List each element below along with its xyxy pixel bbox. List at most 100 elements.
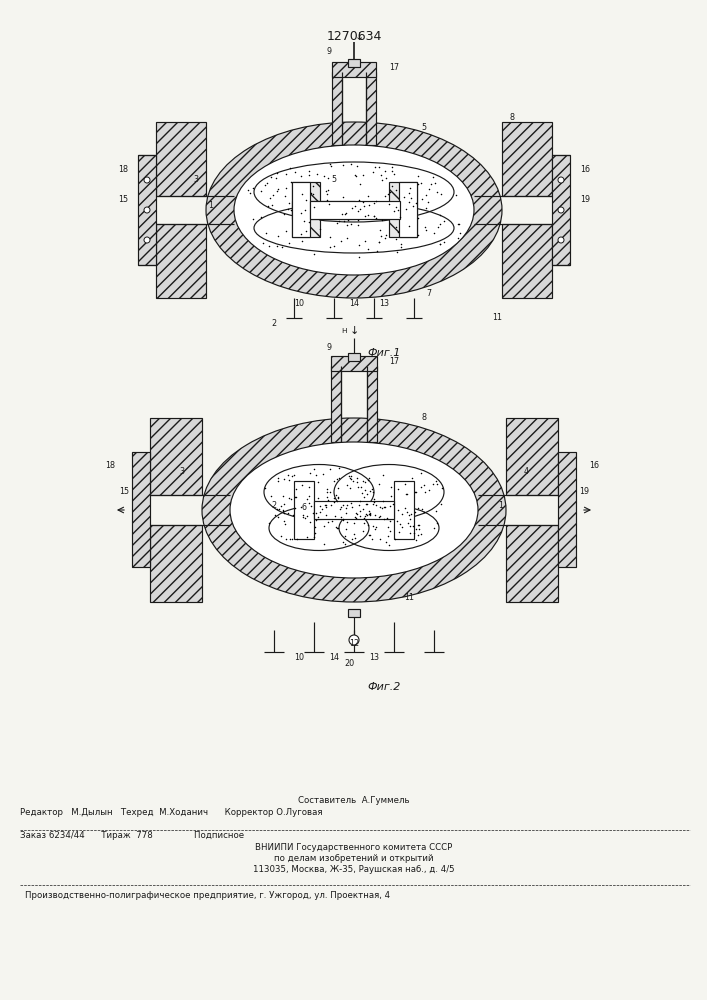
Polygon shape bbox=[150, 525, 202, 602]
Point bbox=[374, 499, 385, 515]
Text: 9: 9 bbox=[327, 47, 332, 56]
Point bbox=[284, 531, 296, 547]
Point bbox=[405, 190, 416, 206]
Bar bbox=[292, 182, 310, 237]
Point bbox=[434, 207, 445, 223]
Text: 3: 3 bbox=[180, 468, 185, 477]
Point bbox=[351, 510, 362, 526]
Point bbox=[389, 166, 400, 182]
Point bbox=[304, 465, 315, 481]
Point bbox=[452, 216, 464, 232]
Point bbox=[247, 211, 259, 227]
Point bbox=[378, 511, 390, 527]
Point bbox=[304, 514, 315, 530]
Point bbox=[362, 188, 373, 204]
Point bbox=[375, 531, 386, 547]
Text: по делам изобретений и открытий: по делам изобретений и открытий bbox=[274, 854, 434, 863]
Point bbox=[453, 216, 464, 232]
Point bbox=[363, 503, 374, 519]
Point bbox=[352, 479, 363, 495]
Point bbox=[420, 219, 431, 235]
Point bbox=[450, 187, 462, 203]
Point bbox=[425, 176, 436, 192]
Text: 10: 10 bbox=[294, 652, 304, 662]
Point bbox=[361, 486, 373, 502]
Point bbox=[286, 531, 298, 547]
Point bbox=[366, 481, 378, 497]
Point bbox=[346, 531, 358, 547]
Point bbox=[320, 499, 332, 515]
Point bbox=[279, 496, 290, 512]
Point bbox=[351, 506, 363, 522]
Point bbox=[289, 164, 300, 180]
Point bbox=[303, 479, 315, 495]
Point bbox=[373, 509, 385, 525]
Point bbox=[423, 482, 435, 498]
Point bbox=[373, 234, 385, 250]
Point bbox=[322, 514, 334, 530]
Point bbox=[278, 505, 289, 521]
Point bbox=[287, 468, 298, 484]
Point bbox=[323, 196, 334, 212]
Point bbox=[325, 156, 336, 172]
Point bbox=[314, 504, 325, 520]
Point bbox=[279, 516, 291, 532]
Point bbox=[349, 198, 361, 214]
Point bbox=[413, 517, 424, 533]
Point bbox=[259, 177, 270, 193]
Point bbox=[428, 520, 439, 536]
Point bbox=[317, 466, 328, 482]
Point bbox=[271, 238, 282, 254]
Point bbox=[337, 534, 349, 550]
Point bbox=[363, 197, 375, 213]
Point bbox=[272, 181, 284, 197]
Point bbox=[284, 235, 295, 251]
Bar bbox=[394, 481, 414, 539]
Point bbox=[390, 199, 402, 215]
Point bbox=[337, 189, 349, 205]
Point bbox=[366, 531, 378, 547]
Point bbox=[310, 512, 322, 528]
Point bbox=[341, 497, 353, 513]
Point bbox=[270, 170, 281, 186]
Point bbox=[315, 221, 326, 237]
Point bbox=[428, 169, 439, 185]
Point bbox=[354, 201, 366, 217]
Point bbox=[299, 202, 310, 218]
Point bbox=[307, 186, 318, 202]
Point bbox=[339, 213, 350, 229]
Point bbox=[368, 491, 379, 507]
Point bbox=[393, 524, 404, 540]
Point bbox=[334, 470, 345, 486]
Point bbox=[355, 503, 366, 519]
Bar bbox=[348, 59, 360, 67]
Point bbox=[255, 183, 267, 199]
Point bbox=[404, 518, 415, 534]
Point bbox=[326, 497, 337, 513]
Point bbox=[409, 504, 421, 520]
Text: ↓: ↓ bbox=[354, 32, 363, 42]
Bar bbox=[310, 201, 400, 219]
Bar bbox=[292, 201, 355, 219]
Point bbox=[374, 222, 385, 238]
Point bbox=[283, 201, 294, 217]
Point bbox=[398, 189, 409, 205]
Point bbox=[359, 233, 370, 249]
Text: 9: 9 bbox=[327, 344, 332, 353]
Point bbox=[387, 178, 398, 194]
Point bbox=[412, 500, 423, 516]
Point bbox=[322, 182, 334, 198]
Bar bbox=[332, 72, 342, 145]
Bar bbox=[132, 452, 150, 567]
Point bbox=[392, 513, 403, 529]
Point bbox=[352, 217, 363, 233]
Point bbox=[431, 515, 443, 531]
Point bbox=[286, 491, 297, 507]
Point bbox=[390, 531, 401, 547]
Point bbox=[283, 195, 294, 211]
Point bbox=[317, 501, 328, 517]
Point bbox=[369, 494, 380, 510]
Point bbox=[333, 480, 344, 496]
Point bbox=[324, 461, 335, 477]
Point bbox=[433, 219, 444, 235]
